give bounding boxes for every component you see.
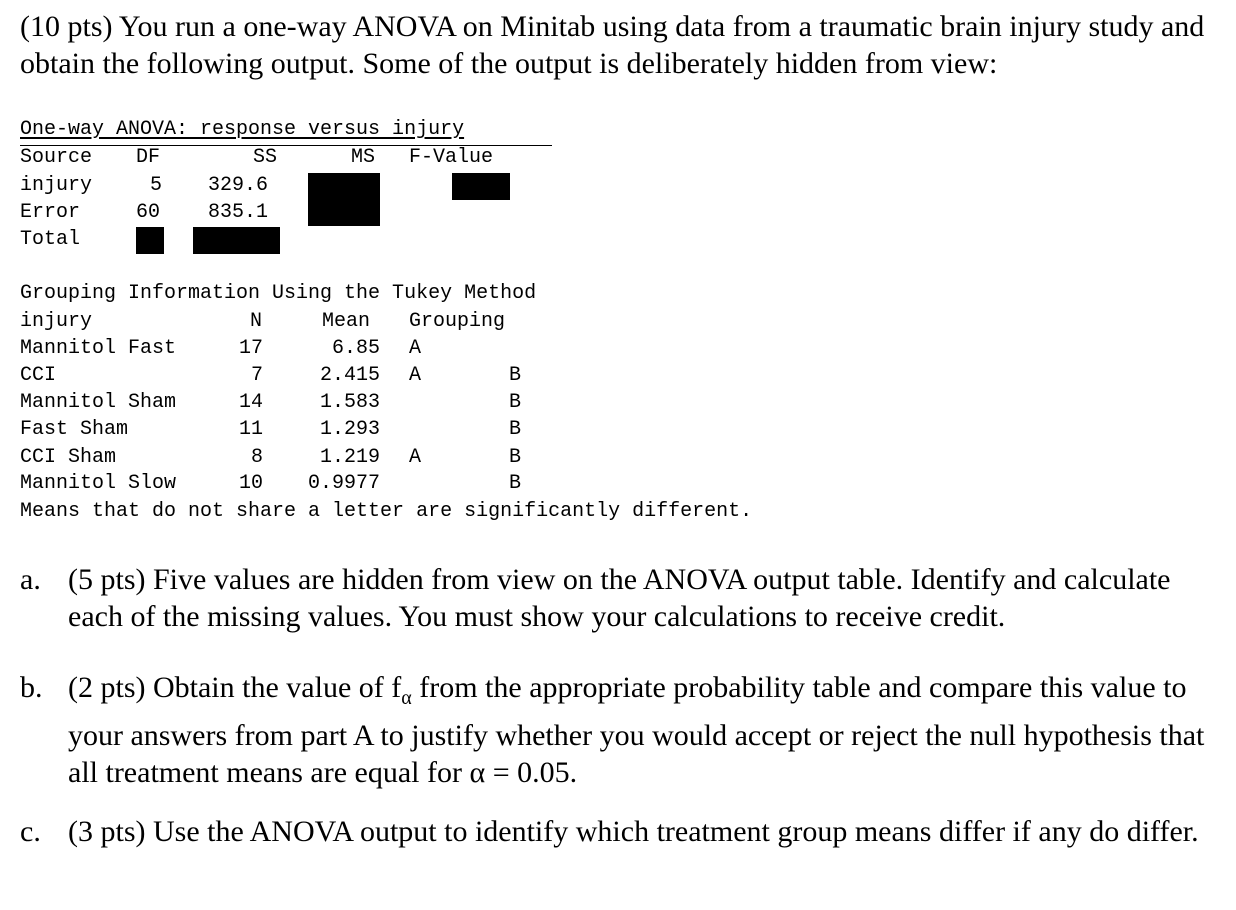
group-letter-b: B — [509, 472, 522, 495]
group-name: Mannitol Fast — [20, 337, 177, 360]
row-source: Error — [20, 201, 81, 224]
question-letter: c. — [20, 815, 41, 848]
group-letter-a: A — [409, 337, 422, 360]
group-letter-b: B — [509, 418, 522, 441]
header-f-value: F-Value — [409, 146, 494, 169]
header-source: Source — [20, 146, 93, 169]
row-source: Total — [20, 228, 81, 251]
question-text-before: (2 pts) Obtain the value of f — [68, 671, 402, 704]
group-mean: 6.85 — [331, 337, 380, 360]
group-name: Mannitol Sham — [20, 391, 177, 414]
question-letter: b. — [20, 671, 43, 704]
row-df: 60 — [136, 201, 161, 224]
question-text-after: from the appropriate probability table a… — [68, 671, 1205, 789]
header-injury: injury — [20, 310, 93, 333]
question-text: (2 pts) Obtain the value of fα from the … — [68, 669, 1218, 791]
alpha-subscript: α — [401, 687, 412, 709]
group-mean: 1.219 — [319, 446, 380, 469]
header-ss: SS — [253, 146, 278, 169]
header-mean: Mean — [322, 310, 371, 333]
group-letter-b: B — [509, 446, 522, 469]
group-letter-a: A — [409, 446, 422, 469]
question-letter: a. — [20, 563, 41, 596]
header-ms: MS — [351, 146, 376, 169]
group-n: 7 — [250, 364, 263, 387]
redacted-f-value-box — [452, 173, 510, 200]
group-n: 14 — [238, 391, 263, 414]
group-letter-a: A — [409, 364, 422, 387]
question-text: (5 pts) Five values are hidden from view… — [68, 563, 1171, 633]
group-n: 10 — [238, 472, 263, 495]
group-mean: 1.583 — [319, 391, 380, 414]
group-n: 17 — [238, 337, 263, 360]
group-letter-b: B — [509, 364, 522, 387]
tukey-footer: Means that do not share a letter are sig… — [20, 500, 753, 523]
group-name: CCI Sham — [20, 446, 117, 469]
group-mean: 1.293 — [319, 418, 380, 441]
group-name: Mannitol Slow — [20, 472, 177, 495]
problem-intro: (10 pts) You run a one-way ANOVA on Mini… — [20, 10, 1205, 80]
row-ss: 329.6 — [208, 174, 269, 197]
row-ss: 835.1 — [208, 201, 269, 224]
group-mean: 2.415 — [319, 364, 380, 387]
redacted-total-df-box — [136, 227, 164, 254]
redacted-ms-box — [308, 173, 380, 226]
tukey-title: Grouping Information Using the Tukey Met… — [20, 282, 537, 305]
header-n: N — [250, 310, 263, 333]
anova-header-rule — [20, 145, 552, 146]
group-mean: 0.9977 — [307, 472, 380, 495]
row-df: 5 — [150, 174, 163, 197]
header-grouping: Grouping — [409, 310, 506, 333]
group-n: 8 — [250, 446, 263, 469]
group-name: Fast Sham — [20, 418, 129, 441]
question-text: (3 pts) Use the ANOVA output to identify… — [68, 815, 1199, 848]
header-df: DF — [136, 146, 161, 169]
row-source: injury — [20, 174, 93, 197]
group-letter-b: B — [509, 391, 522, 414]
anova-title: One-way ANOVA: response versus injury — [20, 118, 465, 141]
group-n: 11 — [238, 418, 263, 441]
group-name: CCI — [20, 364, 57, 387]
redacted-total-ss-box — [193, 227, 280, 254]
